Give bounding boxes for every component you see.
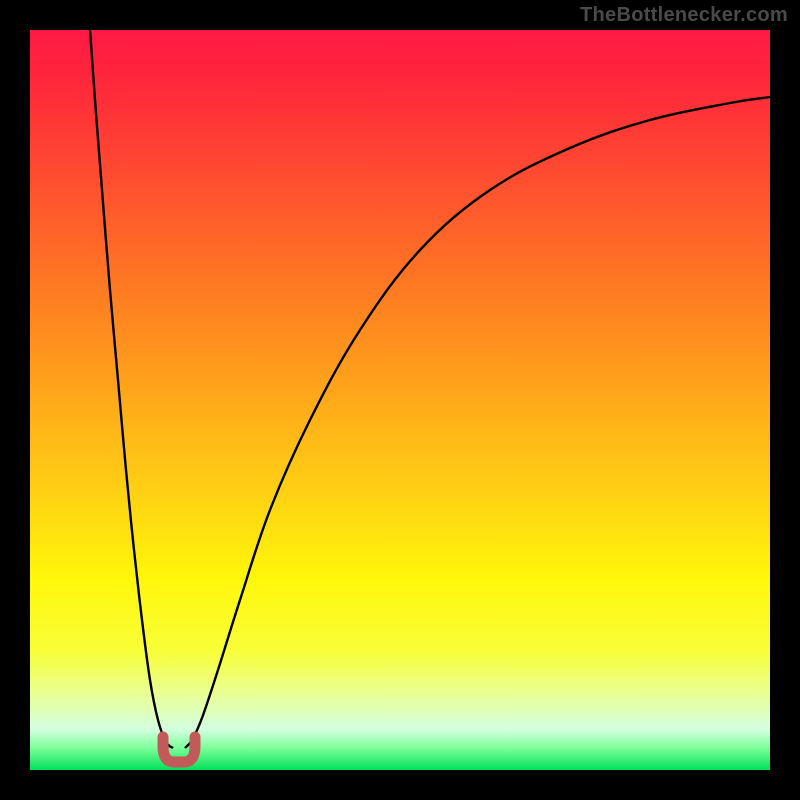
bottleneck-chart	[0, 0, 800, 800]
plot-background-gradient	[30, 30, 770, 770]
chart-container: TheBottlenecker.com	[0, 0, 800, 800]
watermark-text: TheBottlenecker.com	[580, 4, 788, 27]
